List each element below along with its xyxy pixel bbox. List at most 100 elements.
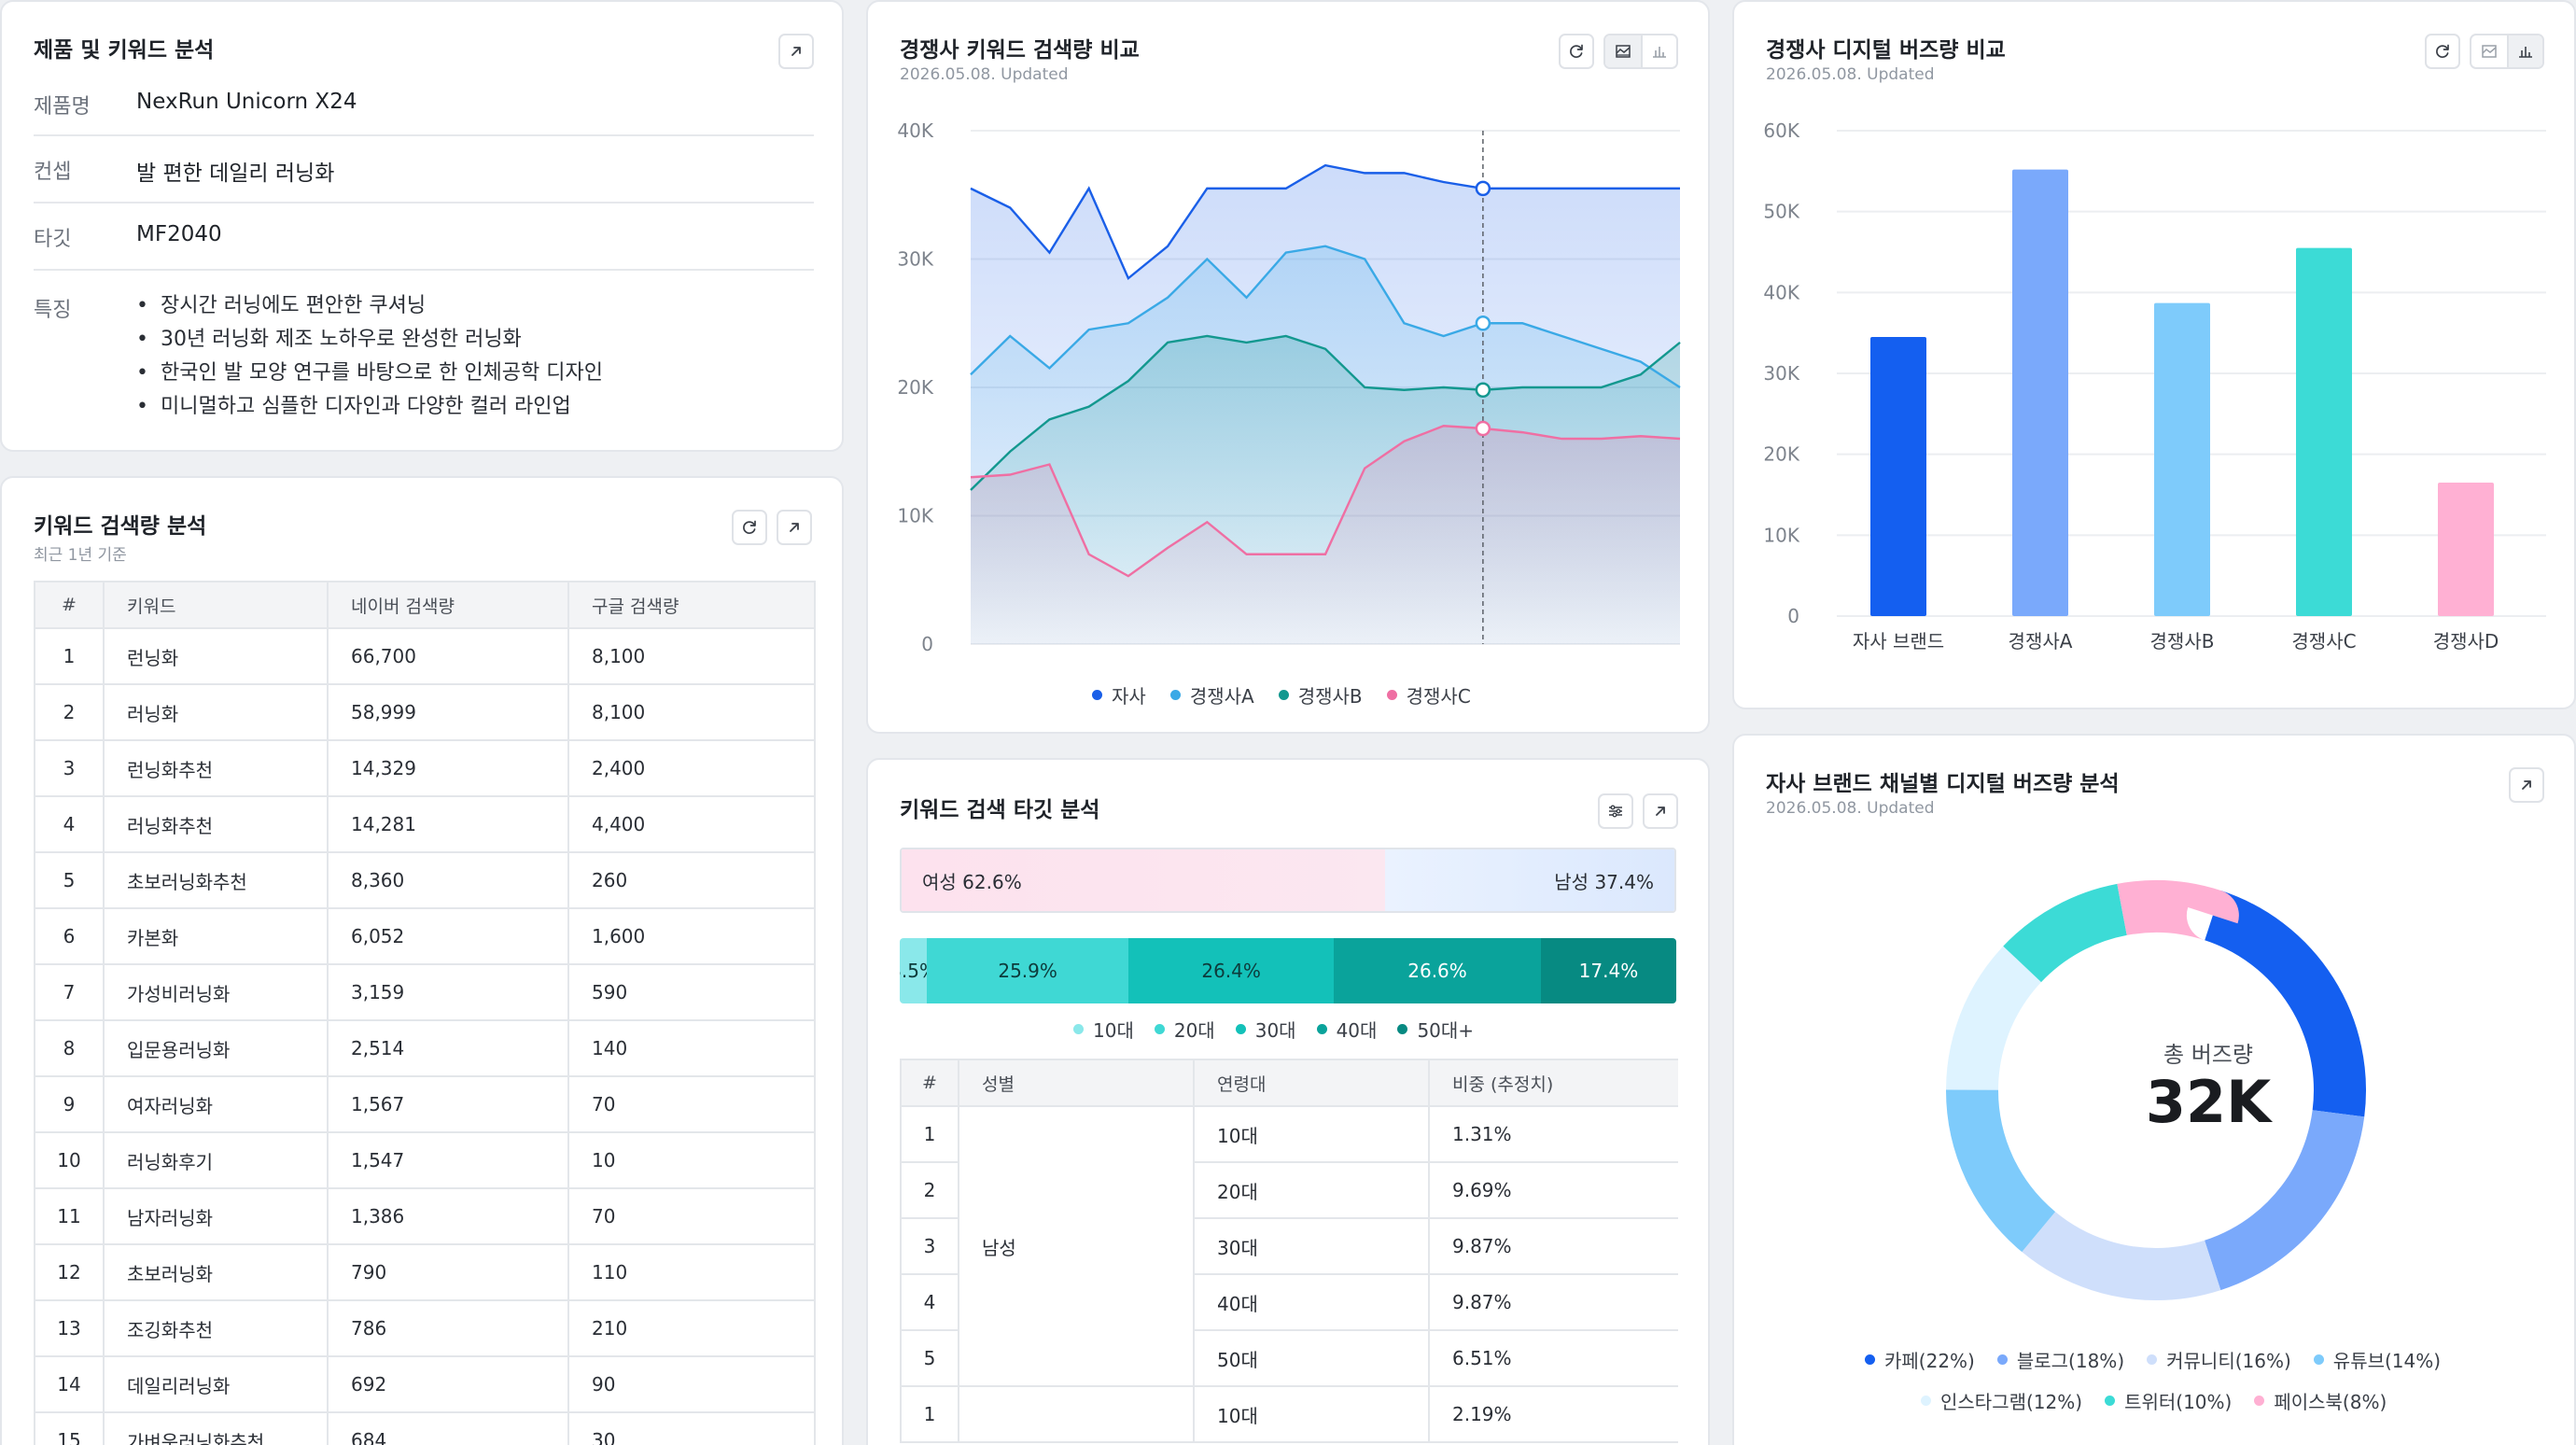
card-title: 제품 및 키워드 분석 — [34, 38, 215, 63]
series-area — [971, 426, 1680, 644]
x-tick-label: 경쟁사D — [2433, 630, 2499, 652]
table-row[interactable]: 1 10대 2.19% — [900, 1385, 1678, 1443]
table-cell: 110 — [567, 1243, 816, 1301]
donut-chart — [1925, 859, 2387, 1322]
legend-label: 인스타그램(12%) — [1940, 1391, 2083, 1413]
bar[interactable] — [1870, 337, 1926, 616]
table-row[interactable]: 4 40대 9.87% — [900, 1273, 1678, 1331]
table-row[interactable]: 4 러닝화추천 14,281 4,400 — [34, 795, 816, 853]
refresh-button[interactable] — [2425, 34, 2460, 69]
area-chart-toggle[interactable] — [1605, 35, 1641, 67]
age-share-bar: 3.5% 25.9% 26.4% 26.6% 17.4% — [900, 938, 1676, 1003]
donut-slice[interactable] — [1925, 859, 2387, 1322]
table-row[interactable]: 2 러닝화 58,999 8,100 — [34, 683, 816, 741]
donut-legend-row-1: 카페(22%) 블로그(18%) 커뮤니티(16%) 유튜브(14%) — [1865, 1346, 2441, 1373]
table-row[interactable]: 2 20대 9.69% — [900, 1161, 1678, 1219]
y-tick-label: 10K — [897, 505, 933, 527]
area-chart-toggle[interactable] — [2471, 35, 2507, 67]
table-cell: 10 — [567, 1131, 816, 1189]
info-row-concept: 컨셉 발 편한 데일리 러닝화 — [34, 136, 814, 203]
hover-point[interactable] — [1475, 180, 1491, 197]
donut-slice[interactable] — [1925, 859, 2387, 1322]
filter-button[interactable] — [1598, 793, 1633, 829]
table-row[interactable]: 9 여자러닝화 1,567 70 — [34, 1075, 816, 1133]
table-row[interactable]: 8 입문용러닝화 2,514 140 — [34, 1019, 816, 1077]
bar[interactable] — [2154, 302, 2210, 616]
bar-chart-toggle[interactable] — [2507, 35, 2542, 67]
table-row[interactable]: 5 초보러닝화추천 8,360 260 — [34, 851, 816, 909]
bar[interactable] — [2438, 483, 2494, 616]
sliders-icon — [1609, 805, 1622, 818]
table-row[interactable]: 13 조깅화추천 786 210 — [34, 1299, 816, 1357]
refresh-button[interactable] — [1559, 34, 1594, 69]
table-cell: 13 — [34, 1299, 105, 1357]
open-button[interactable] — [777, 510, 812, 545]
legend-item: 카페(22%) — [1865, 1346, 1975, 1373]
table-cell: 입문용러닝화 — [103, 1019, 329, 1077]
legend-label: 커뮤니티(16%) — [2166, 1350, 2291, 1372]
donut-slice[interactable] — [1925, 859, 2387, 1322]
table-row[interactable]: 5 50대 6.51% — [900, 1329, 1678, 1387]
table-row[interactable]: 10 러닝화후기 1,547 10 — [34, 1131, 816, 1189]
feature-item: 한국인 발 모양 연구를 바탕으로 한 인체공학 디자인 — [136, 357, 603, 390]
legend-item: 경쟁사B — [1278, 681, 1363, 708]
age-share-segment: 26.4% — [1128, 938, 1335, 1003]
y-tick-label: 40K — [897, 119, 933, 142]
target-table: # 성별 연령대 비중 (추정치) 1 남성 10대 1.31% 2 20대 9.69% 3 3… — [900, 1059, 1678, 1443]
table-cell: 66,700 — [327, 627, 569, 685]
table-cell: 10대 — [1193, 1105, 1430, 1163]
y-tick-label: 30K — [1763, 362, 1799, 385]
age-legend: 10대 20대 30대 40대 50대+ — [1073, 1016, 1474, 1043]
table-row[interactable]: 1 런닝화 66,700 8,100 — [34, 627, 816, 685]
area-chart-icon — [2482, 45, 2497, 58]
hover-point[interactable] — [1475, 316, 1491, 331]
y-tick-label: 30K — [897, 248, 933, 271]
open-button[interactable] — [778, 34, 814, 69]
donut-slice[interactable] — [1925, 859, 2387, 1322]
table-cell: 2 — [900, 1161, 959, 1219]
table-header: # 성별 연령대 비중 (추정치) — [900, 1059, 1678, 1107]
open-button[interactable] — [2509, 767, 2544, 803]
table-row[interactable]: 12 초보러닝화 790 110 — [34, 1243, 816, 1301]
legend-item: 20대 — [1154, 1016, 1215, 1043]
table-row[interactable]: 15 가벼운러닝화추천 684 30 — [34, 1411, 816, 1445]
table-row[interactable]: 1 남성 10대 1.31% — [900, 1105, 1678, 1387]
legend-label: 50대+ — [1417, 1019, 1475, 1042]
table-row[interactable]: 6 카본화 6,052 1,600 — [34, 907, 816, 965]
table-cell: 9 — [34, 1075, 105, 1133]
table-row[interactable]: 11 남자러닝화 1,386 70 — [34, 1187, 816, 1245]
y-tick-label: 40K — [1763, 281, 1799, 303]
hover-point[interactable] — [1475, 420, 1491, 437]
table-row[interactable]: 3 런닝화추천 14,329 2,400 — [34, 739, 816, 797]
column-header: 비중 (추정치) — [1428, 1059, 1678, 1107]
table-cell: 8,100 — [567, 627, 816, 685]
card-subtitle: 최근 1년 기준 — [34, 546, 127, 565]
bar[interactable] — [2296, 247, 2352, 616]
product-card: 제품 및 키워드 분석 제품명 NexRun Unicorn X24 컨셉 발 … — [0, 0, 844, 452]
refresh-button[interactable] — [732, 510, 767, 545]
table-row[interactable]: 3 30대 9.87% — [900, 1217, 1678, 1275]
legend-item: 페이스북(8%) — [2254, 1387, 2387, 1414]
open-button[interactable] — [1643, 793, 1678, 829]
age-share-label: 26.6% — [1407, 960, 1467, 982]
digital-buzz-card: 경쟁사 디지털 버즈량 비교 2026.05.08. Updated 0 10K 2… — [1732, 0, 2576, 709]
table-cell: 210 — [567, 1299, 816, 1357]
table-cell: 1,547 — [327, 1131, 569, 1189]
table-cell: 12 — [34, 1243, 105, 1301]
legend-dot — [1073, 1024, 1084, 1034]
table-cell: 58,999 — [327, 683, 569, 741]
legend-dot — [1921, 1396, 1931, 1406]
arrow-up-right-icon — [791, 47, 801, 56]
legend-label: 경쟁사A — [1189, 685, 1254, 708]
table-row[interactable]: 14 데일리러닝화 692 90 — [34, 1355, 816, 1413]
table-cell: 8,100 — [567, 683, 816, 741]
bar-chart-toggle[interactable] — [1641, 35, 1676, 67]
table-cell: 런닝화 — [103, 627, 329, 685]
table-cell: 260 — [567, 851, 816, 909]
refresh-icon — [743, 520, 756, 534]
refresh-icon — [2436, 44, 2449, 58]
table-row[interactable]: 7 가성비러닝화 3,159 590 — [34, 963, 816, 1021]
area-chart-icon — [1616, 45, 1631, 58]
bar[interactable] — [2012, 169, 2068, 616]
hover-point[interactable] — [1475, 382, 1491, 398]
